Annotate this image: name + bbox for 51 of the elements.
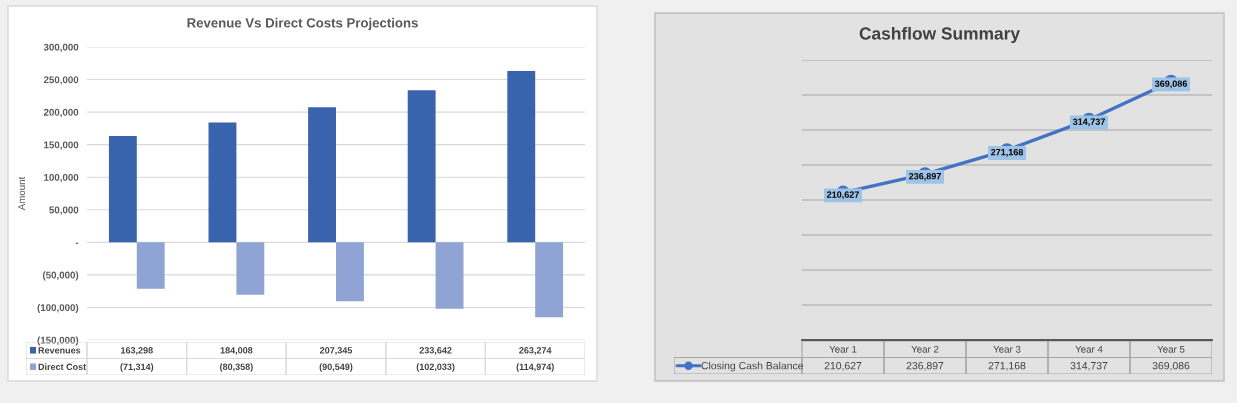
x-tick-label: Year 3: [993, 345, 1021, 353]
y-tick-label: 250,000: [43, 76, 79, 85]
data-label: 236,897: [906, 361, 944, 371]
text: 210,627: [827, 191, 859, 200]
x-tick-label: Year 2: [911, 345, 939, 353]
x-tick-label: Year 5: [1157, 345, 1185, 353]
data-label: 184,008: [220, 347, 253, 355]
data-label: 314,737: [1070, 361, 1108, 371]
text: 271,168: [991, 148, 1024, 157]
y-tick-label: 200,000: [43, 108, 79, 118]
y-tick-label: (100,000): [37, 303, 79, 313]
bar: [136, 242, 165, 289]
bar: [308, 107, 336, 243]
bar: [535, 242, 564, 318]
data-label: 210,627: [824, 361, 862, 371]
y-tick-label: 50,000: [49, 206, 79, 215]
y-tick-label: 100,000: [44, 173, 79, 183]
legend-label: Closing Cash Balance: [701, 361, 804, 372]
y-tick-label: -: [75, 242, 79, 244]
data-label: (102,033): [416, 363, 455, 372]
data-label: 163,298: [121, 347, 153, 355]
bar: [407, 90, 436, 243]
bar: [208, 122, 237, 243]
y-axis-title: Amount: [18, 176, 26, 211]
data-label: 233,642: [419, 347, 452, 355]
data-label: 263,274: [519, 347, 552, 355]
x-tick-label: Year 4: [1075, 345, 1103, 353]
bar: [336, 242, 364, 302]
data-label: (80,358): [220, 363, 253, 372]
y-tick-label: 300,000: [43, 43, 79, 53]
data-label: (114,974): [516, 363, 554, 372]
data-label: 271,168: [988, 361, 1026, 371]
legend-label: Direct Cost: [38, 363, 87, 370]
data-label: 369,086: [1152, 361, 1190, 371]
bar: [236, 242, 265, 295]
data-label: (90,549): [319, 363, 353, 372]
text: 314,737: [1072, 118, 1105, 127]
text: 369,086: [1154, 80, 1187, 89]
bar: [435, 242, 464, 309]
y-tick-label: (50,000): [42, 271, 79, 281]
chart-title: Revenue Vs Direct Costs Projections: [187, 17, 418, 31]
text: 236,897: [909, 172, 941, 181]
legend-label: Revenues: [38, 347, 81, 354]
x-tick-label: Year 1: [829, 345, 857, 353]
y-tick-label: 150,000: [44, 141, 79, 150]
chart-title: Cashflow Summary: [859, 26, 1020, 44]
bar: [507, 70, 536, 243]
data-label: (71,314): [120, 363, 154, 372]
data-label: 207,345: [320, 347, 353, 355]
y-tick-label: (150,000): [37, 336, 79, 346]
bar: [108, 136, 137, 243]
